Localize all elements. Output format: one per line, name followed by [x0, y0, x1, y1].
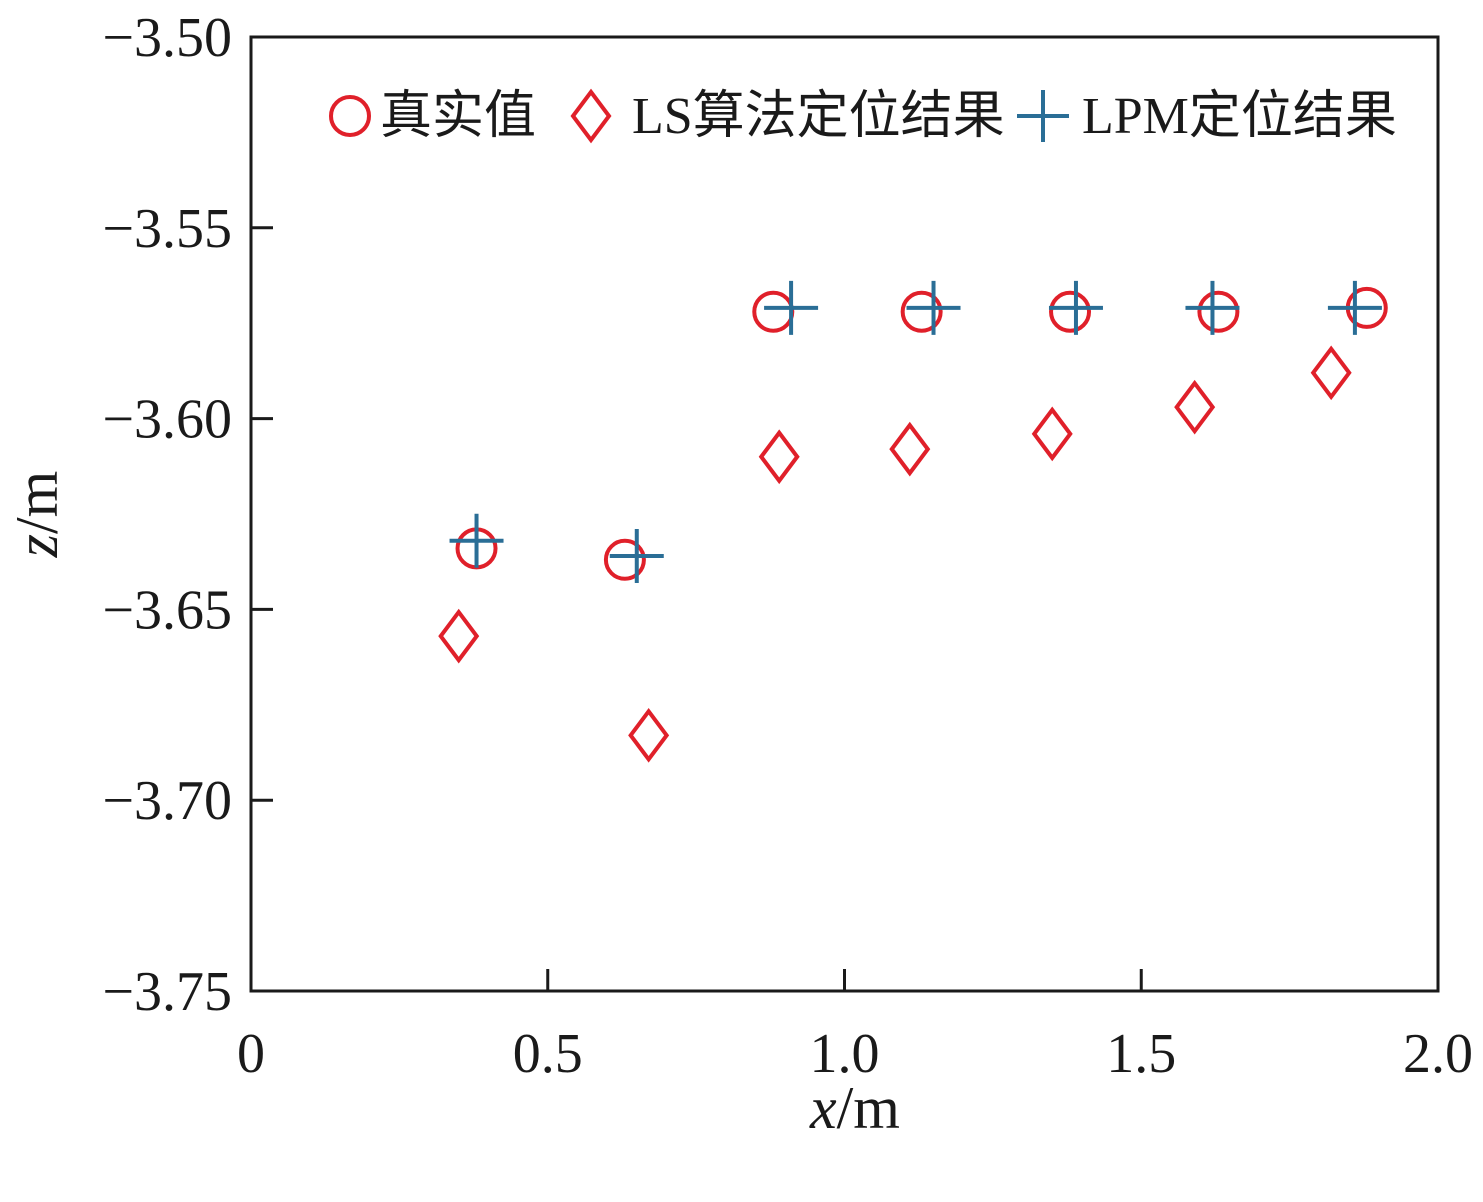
x-tick-label: 1.0	[810, 1023, 880, 1085]
true-value-point	[603, 538, 646, 581]
data-marks	[438, 280, 1388, 763]
legend-diamond-icon	[570, 88, 612, 144]
legend-circle-icon	[329, 95, 371, 137]
true-value-point	[752, 290, 795, 333]
true-value-point	[900, 290, 943, 333]
lpm-result-point	[609, 528, 664, 583]
ls-result-point	[438, 608, 480, 664]
ls-result-point	[1031, 406, 1073, 462]
y-tick-label: −3.60	[102, 389, 232, 451]
y-tick-label: −3.50	[102, 7, 232, 69]
lpm-result-point	[764, 280, 819, 335]
ls-result-point	[1174, 379, 1216, 435]
x-tick-label: 1.5	[1106, 1023, 1176, 1085]
legend-plus-icon	[1017, 90, 1069, 142]
y-tick-label: −3.70	[102, 770, 232, 832]
x-axis-unit: /m	[837, 1075, 900, 1141]
x-tick-label: 2.0	[1403, 1023, 1473, 1085]
y-axis-var: z	[4, 534, 70, 558]
lpm-result-point	[906, 280, 961, 335]
y-axis-unit: /m	[4, 471, 70, 534]
legend-label: LPM定位结果	[1082, 88, 1397, 145]
y-axis-ticks: −3.50 −3.55 −3.60 −3.65 −3.70 −3.75	[102, 7, 273, 1023]
ls-result-point	[758, 429, 800, 485]
ls-result-point	[889, 421, 931, 477]
x-axis-var: x	[809, 1075, 837, 1141]
lpm-result-point	[1048, 280, 1103, 335]
x-axis-label: x/m	[809, 1075, 900, 1141]
x-tick-label: 0.5	[513, 1023, 583, 1085]
true-value-point	[1049, 290, 1092, 333]
lpm-result-point	[1185, 280, 1240, 335]
lpm-result-point	[449, 513, 504, 568]
legend-item-ls: LS算法定位结果	[570, 88, 1005, 145]
true-value-point	[1197, 290, 1240, 333]
lpm-result-point	[1327, 280, 1382, 335]
ls-result-point	[628, 707, 670, 763]
y-tick-label: −3.65	[102, 579, 232, 641]
x-tick-label: 0	[237, 1023, 265, 1085]
legend-item-lpm: LPM定位结果	[1017, 88, 1397, 145]
legend-label: 真实值	[380, 88, 536, 145]
y-axis-label: z/m	[4, 471, 70, 559]
legend: 真实值 LS算法定位结果 LPM定位结果	[329, 88, 1397, 145]
legend-item-true-value: 真实值	[329, 88, 536, 145]
y-tick-label: −3.55	[102, 198, 232, 260]
legend-label: LS算法定位结果	[632, 88, 1005, 145]
y-tick-label: −3.75	[102, 961, 232, 1023]
plot-frame	[249, 35, 1440, 993]
x-axis-ticks: 0 0.5 1.0 1.5 2.0	[237, 969, 1473, 1085]
ls-result-point	[1310, 345, 1352, 401]
